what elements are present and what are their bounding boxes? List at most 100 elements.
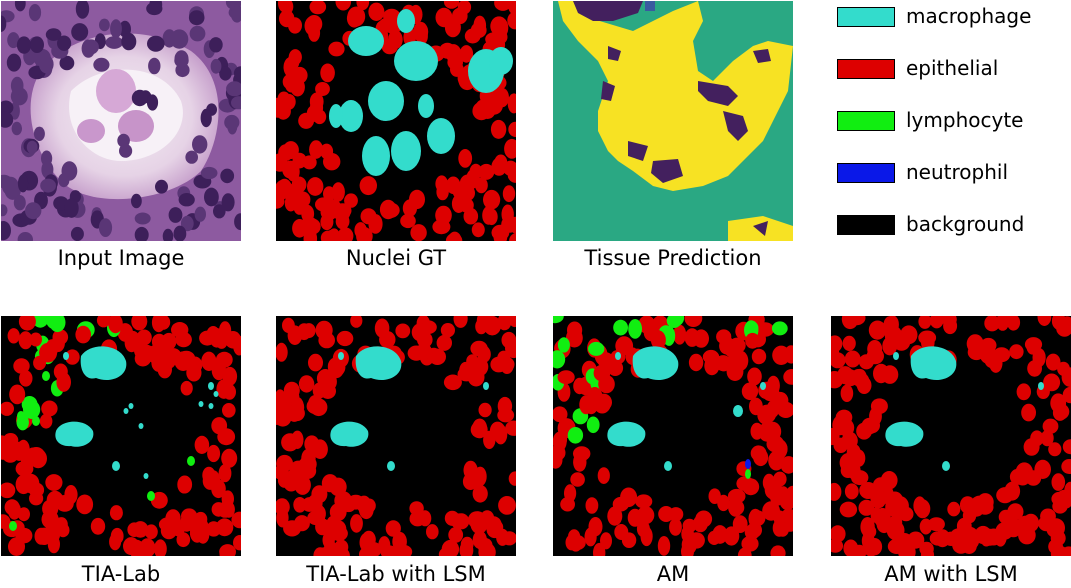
epithelial-nucleus	[869, 407, 882, 426]
epithelial-nucleus	[868, 320, 887, 340]
epithelial-nucleus	[186, 364, 202, 382]
macrophage-nucleus	[123, 408, 129, 414]
epithelial-nucleus	[505, 420, 516, 436]
epithelial-nucleus	[598, 353, 614, 369]
epithelial-nucleus	[7, 328, 20, 344]
epithelial-nucleus	[490, 119, 507, 139]
epithelial-nucleus	[920, 547, 935, 556]
epithelial-nucleus	[325, 515, 342, 536]
epithelial-nucleus	[9, 384, 26, 405]
macrophage-nucleus	[128, 403, 134, 409]
epithelial-nucleus	[1006, 316, 1021, 331]
macrophage-nucleus	[143, 473, 149, 479]
legend-swatch-lymphocyte	[837, 111, 895, 131]
epithelial-nucleus	[75, 325, 91, 344]
cell-nucleus	[41, 160, 54, 179]
epithelial-nucleus	[22, 473, 40, 493]
epithelial-nucleus	[380, 545, 398, 556]
macrophage-nucleus	[632, 346, 679, 381]
epithelial-nucleus	[607, 506, 623, 526]
epithelial-nucleus	[477, 537, 493, 554]
epithelial-nucleus	[491, 157, 507, 176]
epithelial-nucleus	[856, 376, 872, 394]
epithelial-nucleus	[886, 491, 903, 509]
macrophage-nucleus	[397, 9, 415, 33]
epithelial-nucleus	[742, 478, 760, 496]
cell-nucleus	[13, 195, 26, 211]
epithelial-nucleus	[497, 316, 512, 331]
epithelial-nucleus	[136, 329, 152, 346]
lymphocyte-nucleus	[32, 416, 40, 426]
epithelial-nucleus	[657, 536, 671, 556]
epithelial-nucleus	[907, 531, 925, 549]
cell-nucleus	[14, 1, 26, 12]
epithelial-nucleus	[388, 30, 403, 50]
epithelial-nucleus	[588, 517, 603, 537]
macrophage-nucleus	[330, 421, 369, 447]
cell-nucleus	[82, 39, 99, 55]
epithelial-nucleus	[312, 439, 328, 459]
epithelial-nucleus	[494, 1, 512, 11]
epithelial-nucleus	[215, 333, 228, 349]
tialab-prediction-map	[1, 316, 241, 556]
epithelial-nucleus	[109, 505, 123, 521]
epithelial-nucleus	[378, 18, 394, 33]
cell-nucleus	[221, 193, 235, 212]
cell-nucleus	[194, 206, 206, 222]
lymphocyte-nucleus	[586, 416, 600, 434]
cell-nucleus	[209, 37, 223, 53]
epithelial-nucleus	[1023, 438, 1040, 456]
epithelial-nucleus	[334, 539, 349, 555]
epithelial-nucleus	[207, 444, 221, 463]
epithelial-nucleus	[777, 486, 790, 506]
epithelial-nucleus	[41, 400, 58, 417]
cell-nucleus	[162, 29, 177, 48]
epithelial-nucleus	[165, 348, 182, 364]
caption-tissue-prediction: Tissue Prediction	[584, 246, 762, 270]
epithelial-nucleus	[650, 330, 666, 350]
epithelial-nucleus	[278, 1, 291, 13]
epithelial-nucleus	[1061, 459, 1071, 474]
epithelial-nucleus	[233, 535, 241, 551]
epithelial-nucleus	[309, 1, 327, 15]
macrophage-nucleus	[138, 423, 144, 429]
epithelial-nucleus	[202, 471, 218, 490]
epithelial-nucleus	[485, 208, 498, 226]
epithelial-nucleus	[29, 332, 42, 347]
epithelial-nucleus	[161, 332, 177, 351]
epithelial-nucleus	[567, 321, 583, 339]
epithelial-nucleus	[313, 547, 327, 556]
epithelial-nucleus	[780, 508, 793, 524]
epithelial-nucleus	[305, 15, 323, 33]
legend-label: background	[906, 212, 1025, 236]
epithelial-nucleus	[131, 316, 148, 331]
epithelial-nucleus	[436, 334, 452, 351]
epithelial-nucleus	[732, 515, 748, 533]
epithelial-nucleus	[297, 323, 312, 341]
epithelial-nucleus	[443, 1, 460, 9]
epithelial-nucleus	[498, 496, 516, 515]
epithelial-nucleus	[919, 518, 933, 535]
epithelial-nucleus	[1045, 353, 1061, 371]
histology-image	[1, 1, 241, 241]
epithelial-nucleus	[331, 182, 345, 202]
epithelial-nucleus	[282, 160, 298, 179]
epithelial-nucleus	[328, 41, 345, 57]
epithelial-nucleus	[132, 521, 149, 538]
nuclei-gt-map	[276, 1, 516, 241]
epithelial-nucleus	[1009, 344, 1024, 360]
cell-nucleus	[219, 66, 232, 81]
epithelial-nucleus	[860, 517, 875, 537]
epithelial-nucleus	[19, 370, 33, 387]
epithelial-nucleus	[450, 61, 464, 77]
epithelial-nucleus	[502, 185, 516, 203]
epithelial-nucleus	[980, 337, 997, 353]
epithelial-nucleus	[467, 511, 486, 529]
epithelial-nucleus	[392, 531, 407, 552]
epithelial-nucleus	[693, 329, 709, 348]
epithelial-nucleus	[1062, 386, 1071, 404]
macrophage-nucleus	[208, 382, 214, 390]
epithelial-nucleus	[570, 472, 585, 487]
cell-nucleus	[33, 126, 45, 141]
lymphocyte-nucleus	[670, 316, 685, 326]
